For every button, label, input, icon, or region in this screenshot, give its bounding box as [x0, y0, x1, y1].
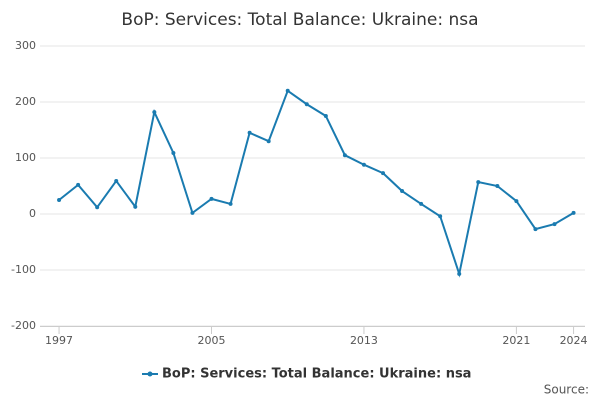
point [514, 199, 519, 204]
y-tick-label: 200 [15, 95, 36, 108]
legend-marker [147, 371, 153, 377]
source: Source: [544, 383, 589, 397]
point [323, 114, 328, 118]
point [400, 189, 405, 194]
point [285, 88, 290, 93]
point [76, 182, 81, 187]
line [58, 89, 575, 278]
point [438, 214, 443, 219]
point [419, 201, 424, 206]
point [476, 180, 481, 185]
point [171, 150, 176, 155]
point [304, 102, 309, 107]
point [152, 110, 157, 115]
point [266, 139, 271, 144]
point [457, 271, 462, 276]
x-tick-label: 2021 [502, 334, 530, 347]
y-tick-label: -100 [11, 263, 36, 276]
x-tick-label: 1997 [45, 334, 73, 347]
point [342, 153, 347, 158]
point [533, 227, 538, 232]
point [209, 196, 214, 201]
x-tick-label: 2013 [350, 334, 378, 347]
point [571, 210, 576, 215]
y-tick-label: 300 [15, 39, 36, 52]
point [381, 171, 386, 176]
point [95, 205, 100, 210]
chart-title: BoP: Services: Total Balance: Ukraine: n… [121, 10, 478, 30]
point [133, 204, 138, 209]
point [247, 130, 252, 135]
legend-label: BoP: Services: Total Balance: Ukraine: n… [162, 367, 471, 382]
point [552, 222, 557, 227]
point [228, 201, 233, 206]
x-tick-label: 2005 [198, 334, 226, 347]
y-tick-label: -200 [11, 319, 36, 332]
point [190, 210, 195, 215]
y-tick-label: 100 [15, 151, 36, 164]
point [57, 198, 62, 202]
y-tick-label: 0 [29, 207, 36, 220]
x-tick-label: 2024 [560, 334, 588, 347]
point [114, 178, 119, 183]
point [495, 184, 500, 188]
point [361, 162, 366, 167]
